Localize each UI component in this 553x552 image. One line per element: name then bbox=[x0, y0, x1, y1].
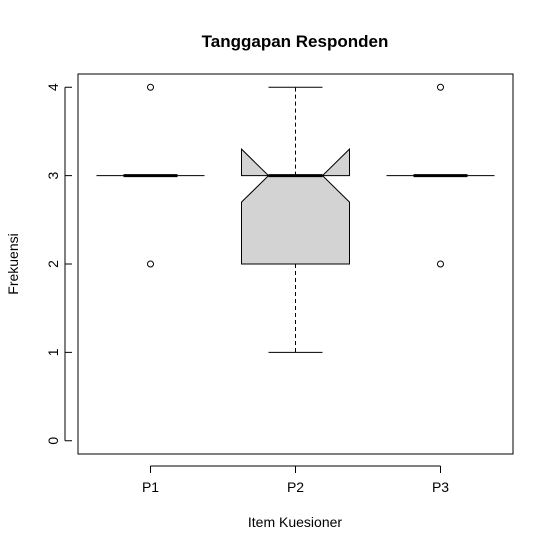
y-tick-label: 0 bbox=[45, 437, 61, 445]
chart-title: Tanggapan Responden bbox=[202, 32, 389, 51]
box-p2 bbox=[241, 86, 350, 353]
y-axis-label: Frekuensi bbox=[5, 233, 21, 294]
x-axis-label: Item Kuesioner bbox=[248, 514, 342, 530]
x-tick-label: P1 bbox=[142, 479, 159, 495]
boxes-group bbox=[96, 83, 495, 353]
box-p1 bbox=[96, 83, 205, 268]
box-body bbox=[241, 147, 350, 265]
y-axis: 0 1 2 3 4 bbox=[45, 83, 72, 445]
outlier-point bbox=[147, 83, 154, 91]
y-tick-label: 1 bbox=[45, 348, 61, 356]
outlier-point bbox=[437, 260, 444, 268]
y-tick-label: 3 bbox=[45, 172, 61, 180]
outlier-point bbox=[147, 260, 154, 268]
x-tick-label: P2 bbox=[287, 479, 304, 495]
outlier-point bbox=[437, 83, 444, 91]
box-p3 bbox=[386, 83, 495, 268]
x-tick-label: P3 bbox=[432, 479, 449, 495]
y-tick-label: 2 bbox=[45, 260, 61, 268]
plot-frame bbox=[77, 73, 514, 455]
x-axis: P1 P2 P3 bbox=[142, 465, 449, 495]
y-tick-label: 4 bbox=[45, 83, 61, 91]
